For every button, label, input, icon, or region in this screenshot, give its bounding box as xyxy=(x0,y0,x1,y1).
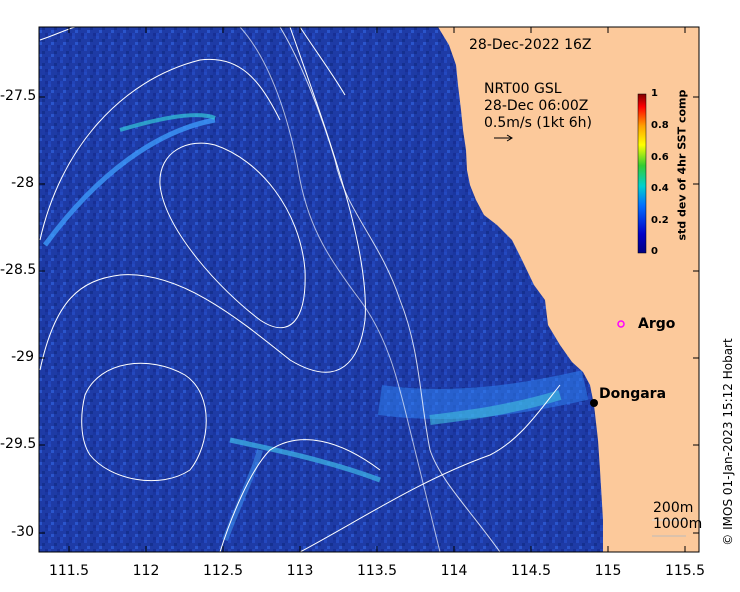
x-tick-label: 112.5 xyxy=(202,563,244,579)
y-tick-label: -29.5 xyxy=(0,436,37,452)
sst-front-streak xyxy=(119,113,216,132)
map-title: 28-Dec-2022 16Z xyxy=(469,37,592,53)
land-area xyxy=(438,27,699,552)
x-tick-label: 114 xyxy=(440,563,468,579)
x-tick-label: 113 xyxy=(286,563,314,579)
x-tick-label: 112 xyxy=(132,563,160,579)
x-tick-label: 113.5 xyxy=(356,563,398,579)
y-tick-label: -28 xyxy=(11,175,34,191)
x-tick-label: 115 xyxy=(594,563,622,579)
x-tick-label: 115.5 xyxy=(664,563,706,579)
ssh-contour xyxy=(299,27,346,96)
y-tick-label: -28.5 xyxy=(0,262,37,278)
y-tick-label: -27.5 xyxy=(0,88,37,104)
legend-1000m: 1000m xyxy=(653,516,703,532)
argo-label: Argo xyxy=(638,316,676,332)
ssh-contour xyxy=(39,27,76,41)
current-info-line1: NRT00 GSL xyxy=(484,81,562,97)
current-scale-arrow xyxy=(494,134,513,142)
x-tick-label: 111.5 xyxy=(48,563,90,579)
colorbar-tick-1: 1 xyxy=(651,88,658,99)
bathy-200m xyxy=(279,27,501,552)
y-tick-label: -29 xyxy=(11,349,34,365)
colorbar-tick-0: 0 xyxy=(651,246,658,257)
sst-front-streak xyxy=(42,117,216,247)
bathy-1000m xyxy=(239,27,441,552)
ssh-contour xyxy=(219,439,381,552)
dongara-marker xyxy=(590,399,598,407)
ssh-contour xyxy=(39,58,281,241)
ssh-contour xyxy=(39,27,366,373)
ssh-contour xyxy=(81,362,207,482)
x-tick-label: 114.5 xyxy=(510,563,552,579)
colorbar-label: std dev of 4hr SST comp xyxy=(675,89,689,241)
sst-front-streak xyxy=(377,370,589,420)
current-info-line2: 28-Dec 06:00Z xyxy=(484,98,589,114)
legend-200m: 200m xyxy=(653,500,694,516)
ssh-contour xyxy=(159,142,306,329)
argo-marker xyxy=(617,320,625,328)
colorbar-tick-0.6: 0.6 xyxy=(651,152,669,163)
sst-front-streak xyxy=(429,390,562,425)
sst-front-streak xyxy=(222,449,263,542)
map-frame xyxy=(38,26,700,553)
dongara-label: Dongara xyxy=(599,386,667,402)
current-info-line3: 0.5m/s (1kt 6h) xyxy=(484,115,593,131)
colorbar xyxy=(637,93,647,254)
ssh-contour xyxy=(299,384,561,552)
colorbar-tick-0.8: 0.8 xyxy=(651,120,669,131)
colorbar-tick-0.2: 0.2 xyxy=(651,215,669,226)
sst-front-streak xyxy=(229,437,381,483)
imos-credit: © IMOS 01-Jan-2023 15:12 Hobart xyxy=(721,338,735,546)
colorbar-tick-0.4: 0.4 xyxy=(651,183,669,194)
y-tick-label: -30 xyxy=(11,524,34,540)
